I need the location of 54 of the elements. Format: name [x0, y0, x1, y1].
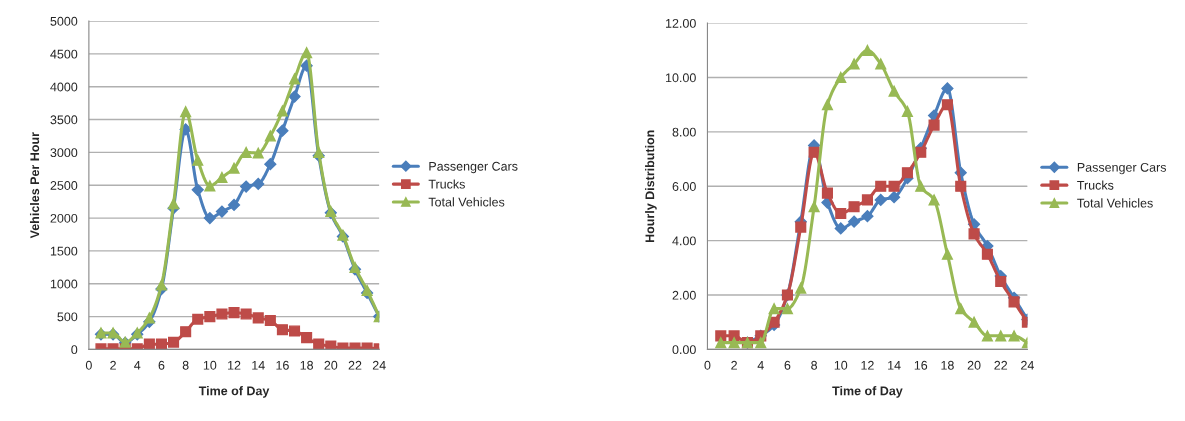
y-tick-label: 4000	[50, 82, 78, 92]
x-tick-label: 22	[994, 360, 1008, 370]
x-tick-label: 18	[300, 360, 314, 370]
x-tick-label: 0	[704, 360, 711, 370]
y-tick-label: 3000	[50, 148, 78, 158]
y-tick-label: 0	[71, 345, 78, 355]
x-tick-label: 10	[203, 360, 217, 370]
x-tick-label: 14	[252, 361, 265, 370]
x-tick-label: 22	[348, 360, 362, 370]
y-tick-label: 2000	[50, 213, 78, 223]
y-tick-label: 5000	[50, 16, 78, 26]
legend-label: Passenger Cars	[1077, 162, 1167, 175]
y-tick-label: 6.00	[672, 182, 696, 191]
x-axis-title: Time of Day	[198, 386, 270, 398]
x-tick-label: 8	[182, 360, 189, 370]
x-tick-label: 12	[861, 360, 874, 370]
x-tick-label: 0	[85, 360, 92, 370]
x-tick-label: 14	[888, 361, 901, 370]
y-axis-title: Hourly Distribution	[645, 130, 657, 243]
x-tick-label: 6	[784, 360, 791, 370]
x-tick-label: 2	[110, 360, 116, 370]
y-tick-label: 1000	[50, 279, 78, 289]
y-tick-label: 500	[57, 312, 78, 322]
legend-label: Trucks	[428, 179, 465, 189]
x-tick-label: 4	[757, 361, 764, 370]
x-tick-label: 18	[941, 360, 954, 370]
x-tick-label: 4	[134, 361, 141, 370]
legend-label: Trucks	[1077, 180, 1114, 190]
x-tick-label: 6	[158, 360, 165, 370]
x-tick-label: 20	[324, 360, 338, 370]
y-tick-label: 0.00	[672, 345, 696, 355]
legend-label: Total Vehicles	[1077, 198, 1153, 208]
y-tick-label: 4.00	[672, 236, 696, 246]
y-tick-label: 12.00	[666, 18, 696, 28]
x-tick-label: 16	[276, 360, 289, 370]
x-tick-label: 8	[811, 360, 818, 370]
legend-label: Total Vehicles	[428, 197, 505, 207]
y-tick-label: 8.00	[672, 127, 696, 137]
x-axis-title: Time of Day	[832, 386, 903, 398]
x-tick-label: 12	[228, 360, 241, 370]
x-tick-label: 16	[914, 360, 928, 370]
x-tick-label: 24	[372, 360, 386, 370]
x-tick-label: 2	[731, 360, 737, 370]
y-tick-label: 4500	[50, 49, 78, 59]
y-axis-title: Vehicles Per Hour	[29, 132, 40, 239]
y-tick-label: 10.00	[666, 73, 696, 83]
x-tick-label: 20	[967, 360, 981, 370]
y-tick-label: 1500	[50, 246, 78, 256]
y-tick-label: 3500	[50, 115, 78, 125]
y-tick-label: 2500	[50, 181, 78, 190]
legend-label: Passenger Cars	[429, 161, 518, 174]
y-tick-label: 2.00	[672, 290, 696, 300]
x-tick-label: 10	[834, 360, 848, 370]
x-tick-label: 24	[1021, 360, 1034, 370]
